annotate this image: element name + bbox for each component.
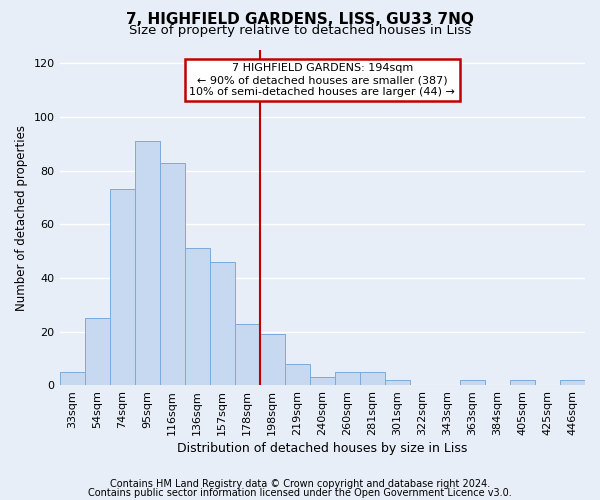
Bar [209, 262, 235, 385]
Bar [285, 364, 310, 385]
Bar [360, 372, 385, 385]
Y-axis label: Number of detached properties: Number of detached properties [15, 124, 28, 310]
Bar [160, 162, 185, 385]
Bar [510, 380, 535, 385]
Bar [110, 190, 134, 385]
Text: Contains HM Land Registry data © Crown copyright and database right 2024.: Contains HM Land Registry data © Crown c… [110, 479, 490, 489]
Bar [85, 318, 110, 385]
Bar [59, 372, 85, 385]
Bar [134, 141, 160, 385]
Bar [460, 380, 485, 385]
Bar [310, 377, 335, 385]
Text: 7 HIGHFIELD GARDENS: 194sqm
← 90% of detached houses are smaller (387)
10% of se: 7 HIGHFIELD GARDENS: 194sqm ← 90% of det… [190, 64, 455, 96]
Text: 7, HIGHFIELD GARDENS, LISS, GU33 7NQ: 7, HIGHFIELD GARDENS, LISS, GU33 7NQ [126, 12, 474, 28]
Text: Size of property relative to detached houses in Liss: Size of property relative to detached ho… [129, 24, 471, 37]
Bar [235, 324, 260, 385]
Bar [560, 380, 585, 385]
Bar [260, 334, 285, 385]
Bar [185, 248, 209, 385]
X-axis label: Distribution of detached houses by size in Liss: Distribution of detached houses by size … [177, 442, 467, 455]
Bar [385, 380, 410, 385]
Bar [335, 372, 360, 385]
Text: Contains public sector information licensed under the Open Government Licence v3: Contains public sector information licen… [88, 488, 512, 498]
